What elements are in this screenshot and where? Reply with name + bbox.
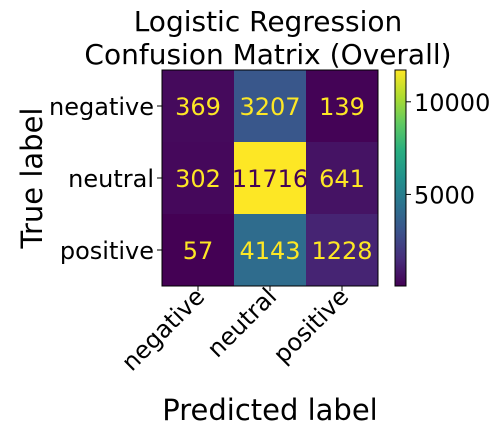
- cell-value-label: 641: [319, 165, 365, 193]
- colorbar-tick-label: 5000: [414, 181, 475, 209]
- heatmap-cell-positive-neutral: [234, 214, 306, 286]
- cell-value-label: 57: [183, 237, 214, 265]
- cell-value-label: 3207: [239, 93, 300, 121]
- chart-title-line-1: Logistic Regression: [134, 5, 403, 38]
- y-tick-label: negative: [49, 93, 154, 121]
- cell-value-label: 369: [175, 93, 221, 121]
- cell-value-label: 302: [175, 165, 221, 193]
- y-tick-label: neutral: [68, 165, 154, 193]
- cell-value-label: 11716: [232, 165, 308, 193]
- y-tick-label: positive: [60, 237, 154, 265]
- cell-value-label: 4143: [239, 237, 300, 265]
- y-axis-ticks: negative neutral positive: [49, 93, 162, 265]
- x-tick-label: negative: [116, 282, 210, 376]
- x-tick-label: positive: [268, 282, 354, 368]
- heatmap-cell-neutral-neutral: [234, 142, 306, 214]
- heatmap-cell-neutral-positive: [306, 142, 378, 214]
- heatmap-cells: [162, 70, 378, 286]
- heatmap-cell-negative-negative: [162, 70, 234, 142]
- heatmap-cell-positive-negative: [162, 214, 234, 286]
- heatmap-cell-positive-positive: [306, 214, 378, 286]
- y-axis-label: True label: [15, 108, 49, 250]
- colorbar-ticks: 5000 10000: [406, 89, 490, 209]
- heatmap-cell-negative-neutral: [234, 70, 306, 142]
- heatmap-cell-neutral-negative: [162, 142, 234, 214]
- colorbar-tick-label: 10000: [414, 89, 490, 117]
- chart-title-line-2: Confusion Matrix (Overall): [84, 38, 451, 71]
- x-axis-label: Predicted label: [162, 393, 378, 427]
- colorbar: [394, 69, 407, 287]
- cell-value-label: 139: [319, 93, 365, 121]
- cell-value-label: 1228: [311, 237, 372, 265]
- heatmap-cell-labels: 369 3207 139 302 11716 641 57 4143 1228: [175, 93, 372, 265]
- heatmap-cell-negative-positive: [306, 70, 378, 142]
